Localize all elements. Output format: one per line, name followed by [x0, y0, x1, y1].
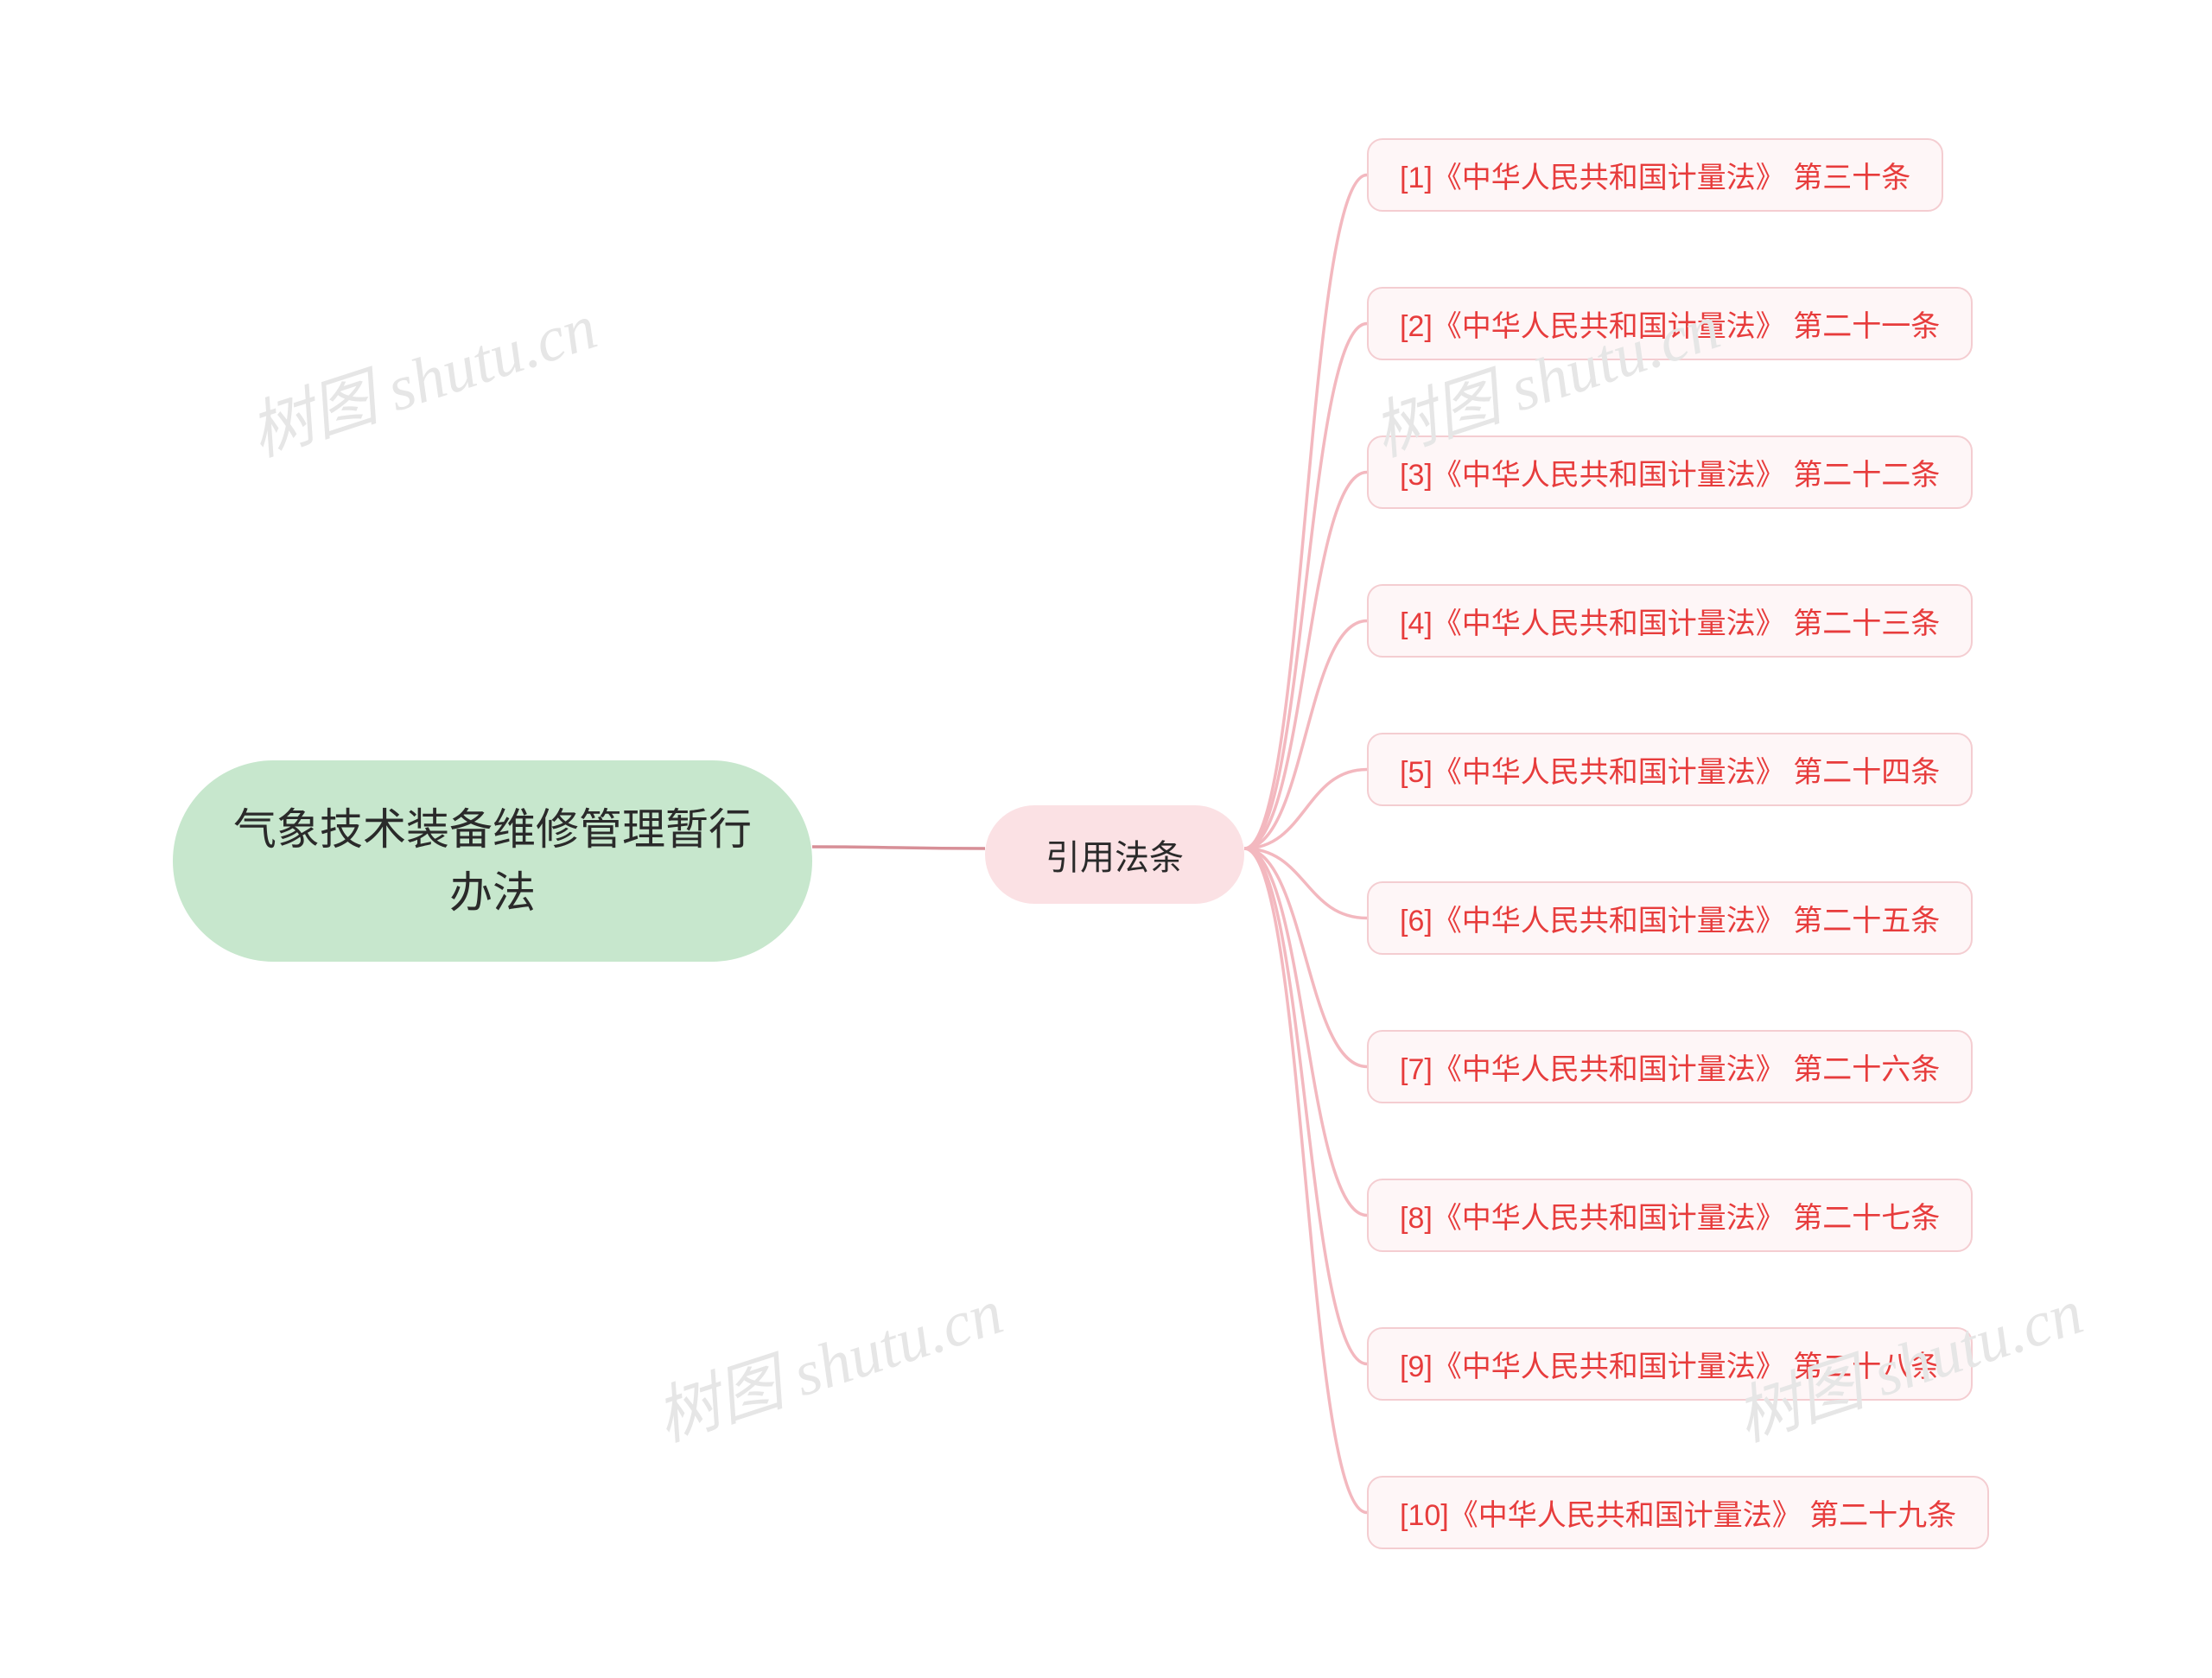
- root-node-label: 气象技术装备维修管理暂行 办法: [233, 798, 752, 924]
- watermark: 树图 shutu.cn: [237, 275, 607, 474]
- leaf-node-label: [2]《中华人民共和国计量法》 第二十一条: [1400, 302, 1940, 345]
- leaf-node-label: [5]《中华人民共和国计量法》 第二十四条: [1400, 748, 1940, 791]
- leaf-node-label: [4]《中华人民共和国计量法》 第二十三条: [1400, 600, 1940, 642]
- root-node[interactable]: 气象技术装备维修管理暂行 办法: [173, 760, 812, 962]
- leaf-node[interactable]: [4]《中华人民共和国计量法》 第二十三条: [1367, 584, 1973, 658]
- leaf-node-label: [6]《中华人民共和国计量法》 第二十五条: [1400, 897, 1940, 939]
- branch-node-citations[interactable]: 引用法条: [985, 805, 1244, 904]
- leaf-node[interactable]: [5]《中华人民共和国计量法》 第二十四条: [1367, 733, 1973, 806]
- leaf-node-label: [3]《中华人民共和国计量法》 第二十二条: [1400, 451, 1940, 493]
- leaf-node-label: [7]《中华人民共和国计量法》 第二十六条: [1400, 1046, 1940, 1088]
- leaf-node-label: [9]《中华人民共和国计量法》 第二十八条: [1400, 1343, 1940, 1385]
- leaf-node[interactable]: [9]《中华人民共和国计量法》 第二十八条: [1367, 1327, 1973, 1401]
- leaf-node[interactable]: [2]《中华人民共和国计量法》 第二十一条: [1367, 287, 1973, 360]
- leaf-node[interactable]: [10]《中华人民共和国计量法》 第二十九条: [1367, 1476, 1989, 1549]
- mindmap-canvas: 气象技术装备维修管理暂行 办法 引用法条 [1]《中华人民共和国计量法》 第三十…: [0, 0, 2212, 1678]
- leaf-node-label: [8]《中华人民共和国计量法》 第二十七条: [1400, 1194, 1940, 1236]
- branch-node-label: 引用法条: [1046, 829, 1184, 880]
- leaf-node-label: [10]《中华人民共和国计量法》 第二十九条: [1400, 1491, 1956, 1534]
- leaf-node[interactable]: [8]《中华人民共和国计量法》 第二十七条: [1367, 1179, 1973, 1252]
- leaf-node[interactable]: [1]《中华人民共和国计量法》 第三十条: [1367, 138, 1943, 212]
- leaf-node-label: [1]《中华人民共和国计量法》 第三十条: [1400, 154, 1910, 196]
- leaf-node[interactable]: [6]《中华人民共和国计量法》 第二十五条: [1367, 881, 1973, 955]
- watermark: 树图 shutu.cn: [643, 1260, 1013, 1459]
- leaf-node[interactable]: [3]《中华人民共和国计量法》 第二十二条: [1367, 435, 1973, 509]
- leaf-node[interactable]: [7]《中华人民共和国计量法》 第二十六条: [1367, 1030, 1973, 1103]
